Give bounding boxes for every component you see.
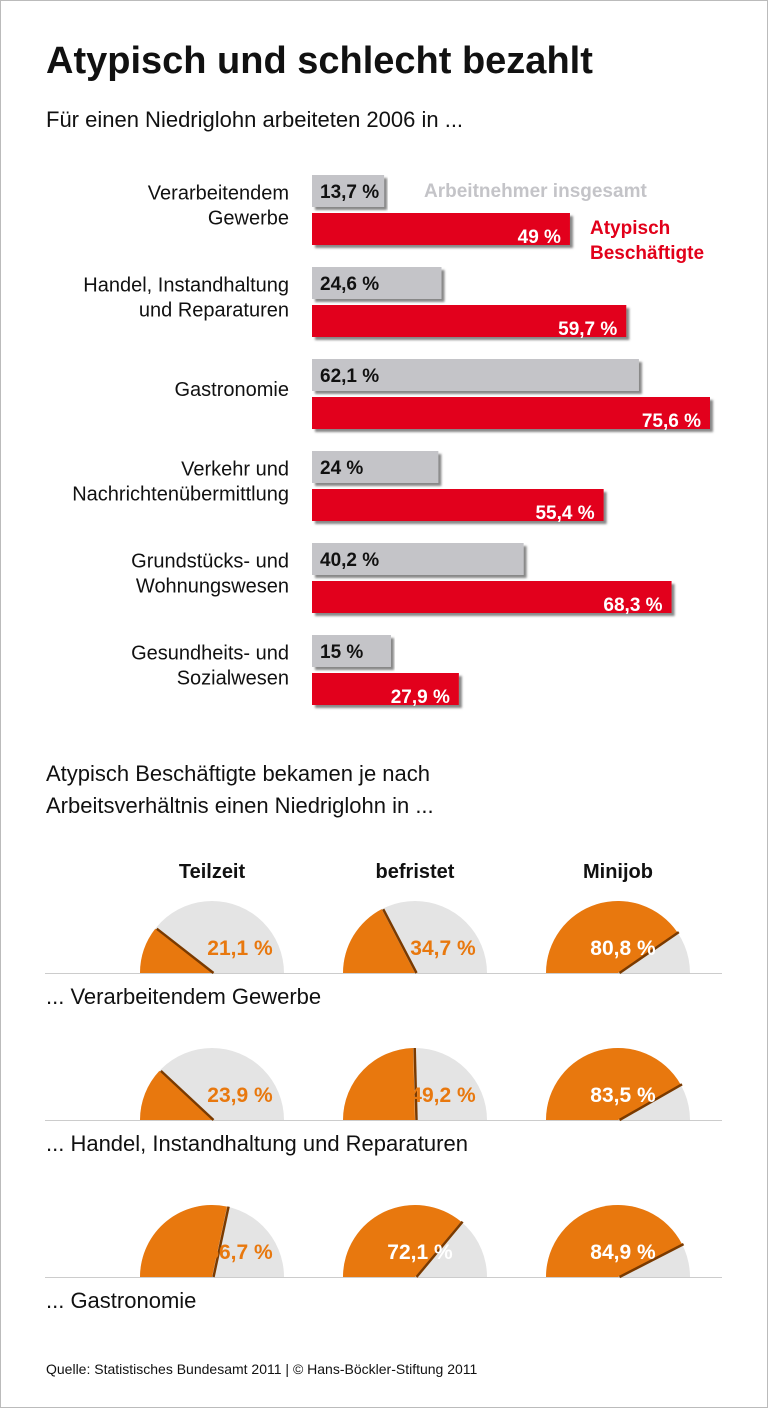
gauge-value bbox=[546, 1048, 681, 1120]
title: Atypisch und schlecht bezahlt bbox=[46, 40, 593, 82]
bar bbox=[312, 267, 442, 299]
column-header: Minijob bbox=[583, 861, 653, 883]
gauge-label: 80,8 % bbox=[590, 937, 656, 960]
gauge-value bbox=[140, 1070, 212, 1120]
gauge-value bbox=[546, 1205, 683, 1277]
row-label: ... Gastronomie bbox=[46, 1288, 196, 1313]
gauge-label: 72,1 % bbox=[387, 1241, 453, 1264]
bar bbox=[312, 213, 570, 245]
bar bbox=[312, 305, 627, 337]
column-header: befristet bbox=[376, 861, 455, 883]
gauge-edge bbox=[413, 1047, 418, 1121]
category-label: Handel, Instandhaltung und Reparaturen bbox=[83, 275, 289, 322]
gauge-label: 49,2 % bbox=[410, 1084, 476, 1107]
gauge-value bbox=[343, 1204, 462, 1277]
value-label: 55,4 % bbox=[535, 503, 594, 524]
gauge-label: 21,1 % bbox=[207, 937, 273, 960]
category-label: Grundstücks- und Wohnungswesen bbox=[131, 551, 289, 598]
value-label: 24 % bbox=[320, 458, 363, 479]
gauge-edge bbox=[212, 1206, 230, 1278]
gauge-edge bbox=[382, 908, 418, 974]
bar bbox=[312, 635, 391, 667]
gauge-edge bbox=[415, 1220, 464, 1278]
category-label: Gastronomie bbox=[175, 379, 290, 401]
legend-label: Arbeitnehmer insgesamt bbox=[424, 181, 647, 202]
bar bbox=[312, 489, 604, 521]
gauge-edge bbox=[155, 927, 215, 974]
legend-label: Atypisch Beschäftigte bbox=[590, 218, 704, 264]
value-label: 62,1 % bbox=[320, 366, 379, 387]
source: Quelle: Statistisches Bundesamt 2011 | ©… bbox=[46, 1361, 478, 1377]
gauge-value bbox=[140, 1205, 228, 1277]
bar bbox=[312, 397, 710, 429]
gauge-label: 34,7 % bbox=[410, 937, 476, 960]
gauge-label: 56,7 % bbox=[207, 1241, 273, 1264]
subtitle: Atypisch Beschäftigte bekamen je nach Arb… bbox=[46, 761, 434, 818]
gauge-value bbox=[546, 901, 678, 973]
gauge-edge bbox=[618, 1242, 685, 1279]
category-label: Verarbeitendem Gewerbe bbox=[148, 183, 289, 230]
value-label: 27,9 % bbox=[391, 687, 450, 708]
subtitle: Für einen Niedriglohn arbeiteten 2006 in… bbox=[46, 107, 463, 132]
value-label: 59,7 % bbox=[558, 319, 617, 340]
value-label: 40,2 % bbox=[320, 550, 379, 571]
value-label: 13,7 % bbox=[320, 182, 379, 203]
bar bbox=[312, 581, 672, 613]
gauge-label: 84,9 % bbox=[590, 1241, 656, 1264]
value-label: 49 % bbox=[518, 227, 561, 248]
category-label: Gesundheits- und Sozialwesen bbox=[131, 643, 289, 690]
bar bbox=[312, 175, 385, 207]
gauge-value bbox=[343, 909, 415, 973]
gauge-edge bbox=[618, 931, 680, 975]
gauge-label: 23,9 % bbox=[207, 1084, 273, 1107]
row-label: ... Handel, Instandhaltung und Reparatur… bbox=[46, 1131, 468, 1156]
category-label: Verkehr und Nachrichtenübermittlung bbox=[72, 459, 289, 506]
bar bbox=[312, 359, 639, 391]
bar bbox=[312, 451, 439, 483]
bar bbox=[312, 673, 459, 705]
gauge-label: 83,5 % bbox=[590, 1084, 656, 1107]
gauge-edge bbox=[160, 1069, 215, 1121]
value-label: 24,6 % bbox=[320, 274, 379, 295]
value-label: 75,6 % bbox=[642, 411, 701, 432]
value-label: 68,3 % bbox=[603, 595, 662, 616]
gauge-value bbox=[140, 928, 212, 973]
bar bbox=[312, 543, 524, 575]
value-label: 15 % bbox=[320, 642, 363, 663]
gauge-value bbox=[343, 1048, 415, 1120]
column-header: Teilzeit bbox=[179, 861, 246, 883]
row-label: ... Verarbeitendem Gewerbe bbox=[46, 984, 321, 1009]
gauge-edge bbox=[618, 1083, 683, 1122]
